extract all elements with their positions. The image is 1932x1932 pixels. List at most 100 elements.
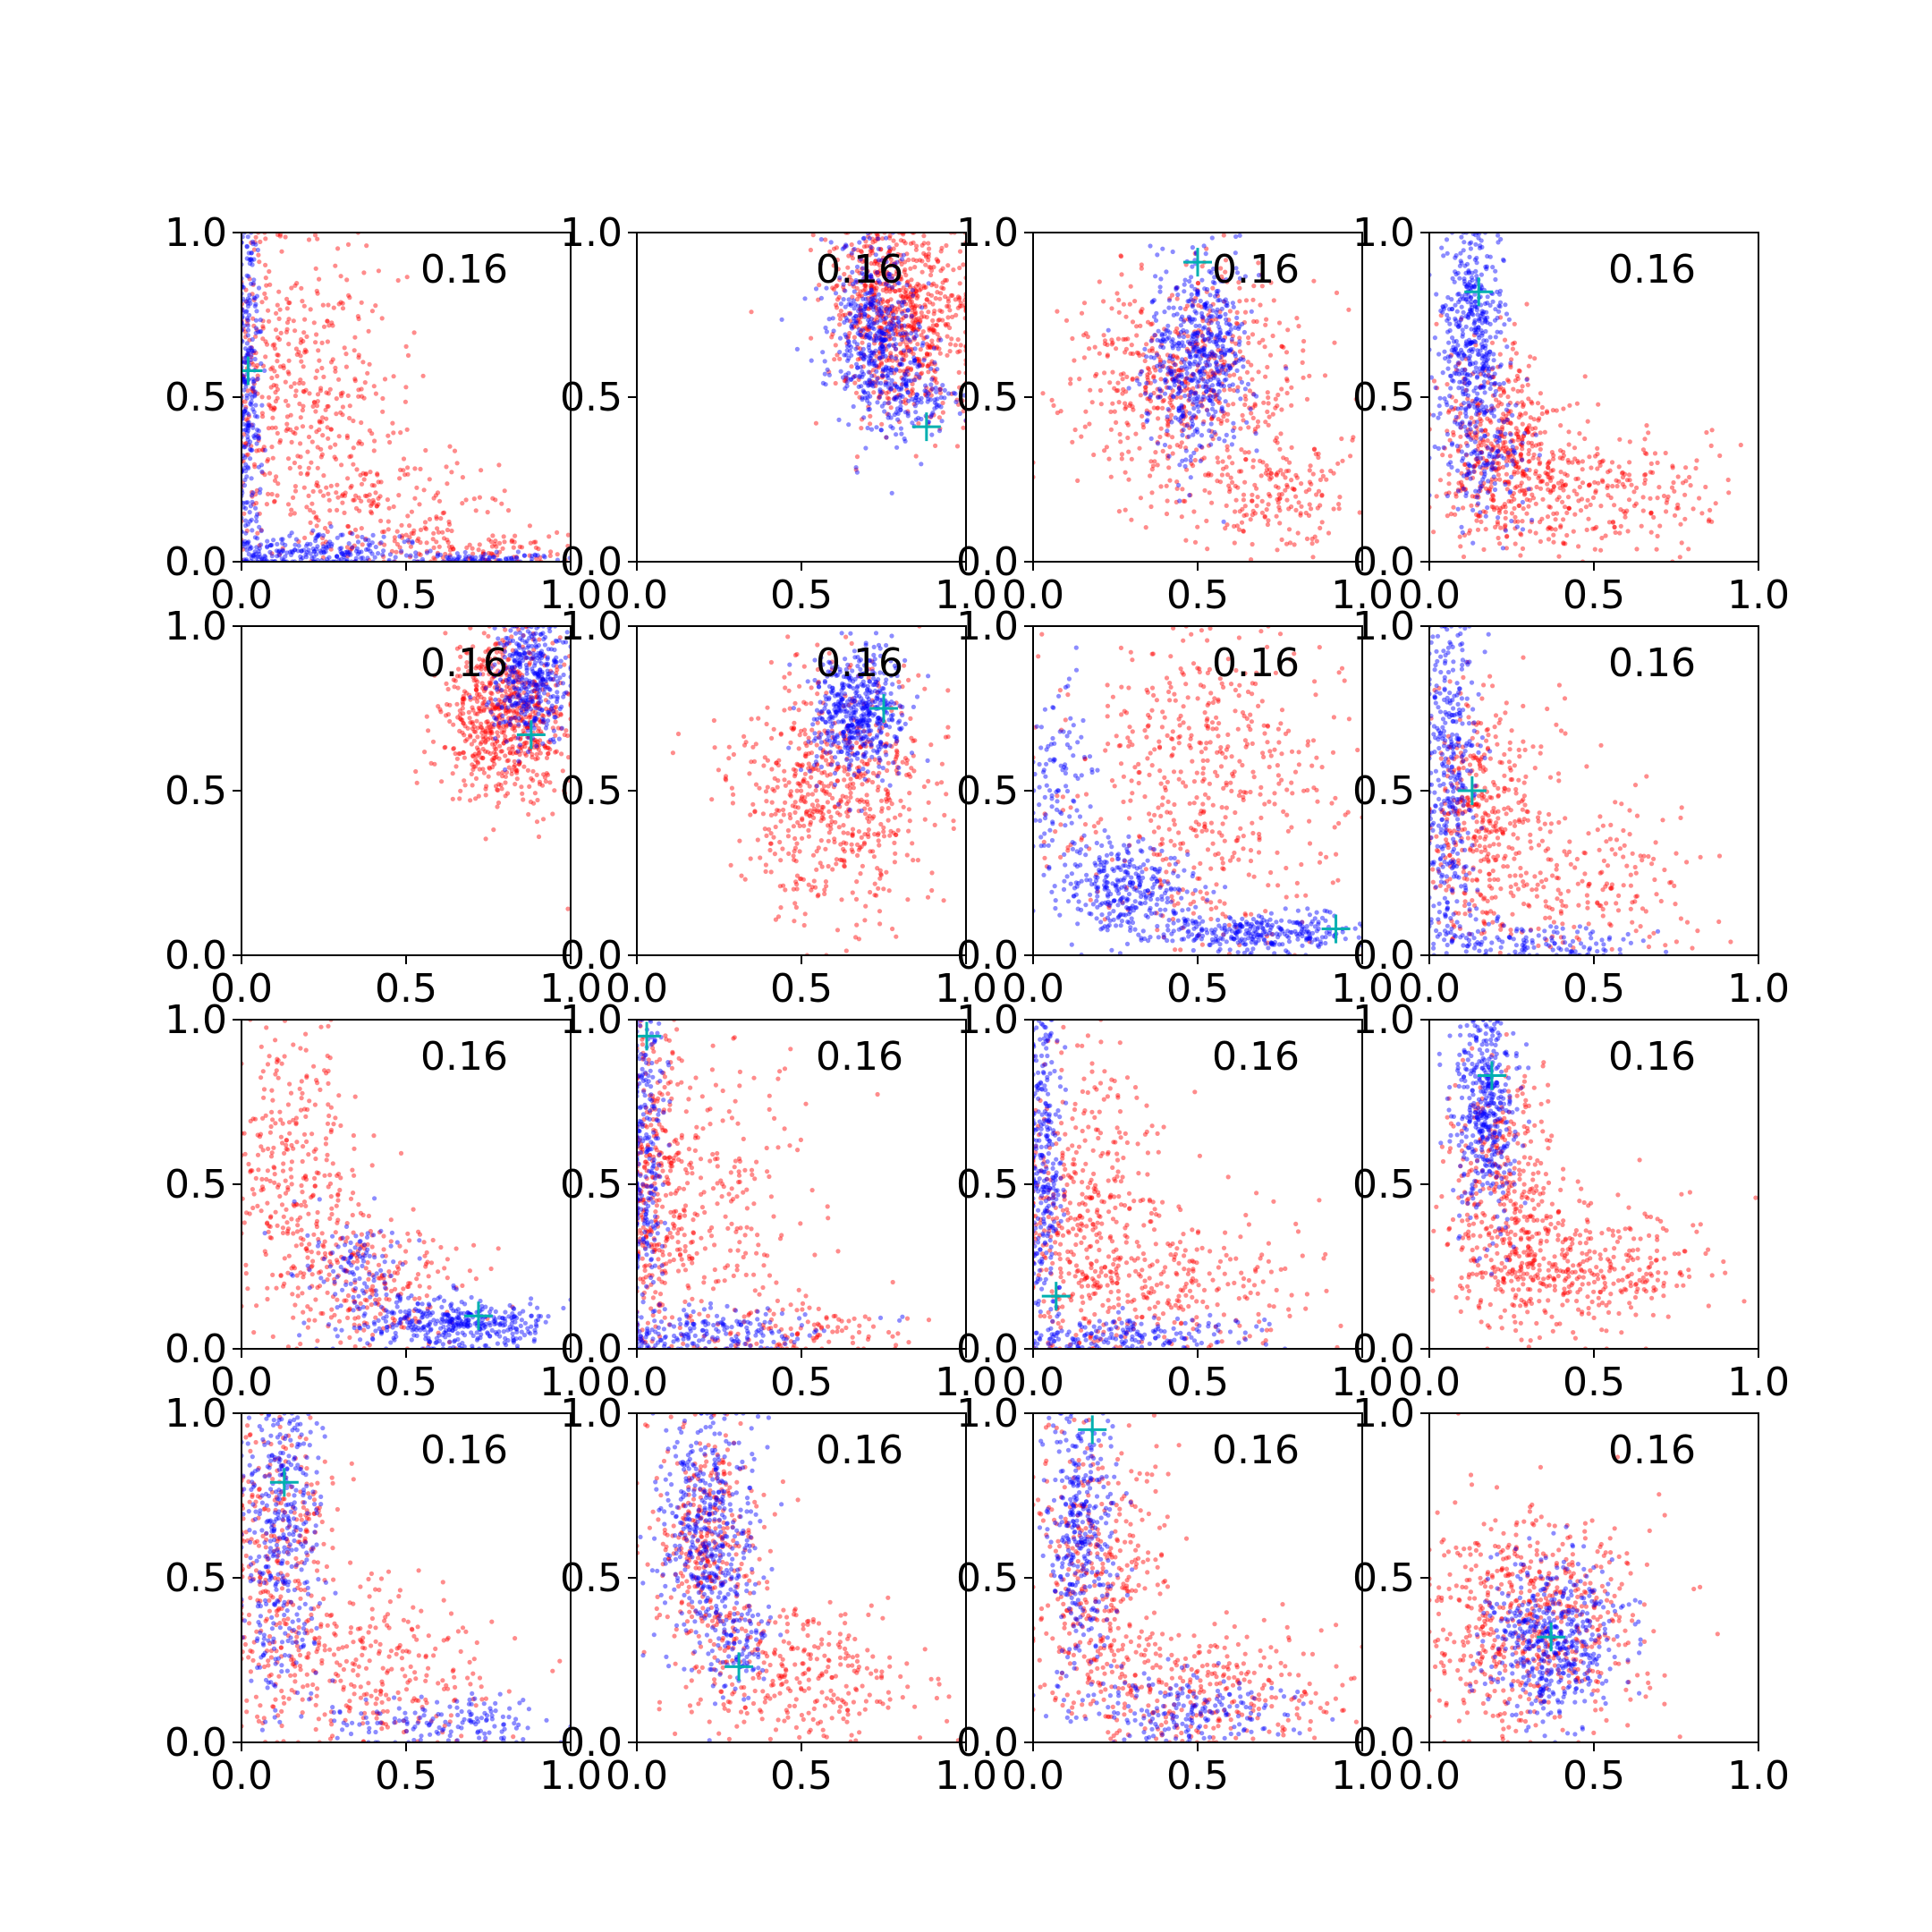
red-point xyxy=(1164,483,1169,488)
red-point xyxy=(885,274,891,279)
red-point xyxy=(379,316,385,321)
red-point xyxy=(1538,538,1543,545)
blue-point xyxy=(252,549,258,555)
blue-point xyxy=(892,323,897,328)
red-point xyxy=(925,363,930,369)
blue-point xyxy=(321,549,326,555)
red-point xyxy=(857,312,862,318)
red-point xyxy=(1274,471,1279,477)
red-point xyxy=(391,504,396,510)
blue-point xyxy=(875,319,880,326)
red-point xyxy=(892,282,898,287)
blue-point xyxy=(1166,298,1172,303)
red-point xyxy=(957,349,962,354)
red-point xyxy=(1530,496,1537,501)
blue-point xyxy=(1251,392,1257,397)
blue-point xyxy=(936,428,943,434)
red-point xyxy=(880,316,886,321)
red-point xyxy=(1640,447,1646,453)
red-point xyxy=(1160,448,1165,453)
blue-point xyxy=(248,401,253,406)
blue-point xyxy=(242,500,246,505)
red-point xyxy=(1544,409,1550,414)
red-point xyxy=(286,342,292,347)
blue-point xyxy=(1186,434,1191,439)
blue-point xyxy=(509,555,514,561)
red-point xyxy=(1518,452,1523,457)
blue-point xyxy=(903,380,909,386)
red-point xyxy=(1469,415,1474,420)
red-point xyxy=(1634,547,1640,552)
red-point xyxy=(418,552,423,557)
red-point xyxy=(1170,451,1175,456)
red-point xyxy=(313,340,318,345)
blue-point xyxy=(871,360,877,366)
red-point xyxy=(490,533,496,538)
red-point xyxy=(309,501,315,506)
red-point xyxy=(1520,446,1525,452)
red-point xyxy=(1292,542,1297,547)
blue-point xyxy=(876,246,881,251)
blue-point xyxy=(368,548,373,554)
red-point xyxy=(863,332,869,337)
red-point xyxy=(301,485,307,490)
red-point xyxy=(1312,534,1318,539)
red-point xyxy=(352,543,357,548)
red-point xyxy=(356,387,361,393)
red-point xyxy=(277,307,283,312)
blue-point xyxy=(251,348,257,353)
red-point xyxy=(285,402,291,408)
red-point xyxy=(443,551,448,557)
blue-point xyxy=(906,378,911,384)
red-point xyxy=(344,554,351,559)
red-point xyxy=(1149,321,1155,326)
red-point xyxy=(302,350,308,355)
red-point xyxy=(1274,472,1279,478)
red-point xyxy=(1185,334,1191,339)
red-point xyxy=(382,529,387,535)
red-point xyxy=(1250,498,1255,504)
red-point xyxy=(1178,394,1183,400)
blue-point xyxy=(1196,409,1201,414)
red-point xyxy=(885,299,891,304)
blue-point xyxy=(886,365,892,370)
red-point xyxy=(488,538,494,545)
red-point xyxy=(1156,405,1161,411)
blue-point xyxy=(843,242,849,248)
blue-point xyxy=(337,546,343,552)
red-point xyxy=(924,351,929,356)
red-point xyxy=(356,355,361,360)
red-point xyxy=(1340,458,1345,463)
blue-point xyxy=(1214,342,1219,347)
red-point xyxy=(896,301,902,306)
blue-point xyxy=(912,346,918,352)
blue-point xyxy=(246,411,251,417)
blue-point xyxy=(1164,269,1169,275)
red-point xyxy=(293,346,299,352)
blue-point xyxy=(871,298,877,303)
blue-point xyxy=(932,400,937,405)
red-point xyxy=(1068,377,1073,382)
blue-point xyxy=(855,365,860,370)
red-point xyxy=(903,294,909,300)
red-point xyxy=(367,557,372,562)
blue-point xyxy=(857,373,862,378)
red-point xyxy=(1227,309,1233,314)
red-point xyxy=(1195,363,1200,369)
red-point xyxy=(900,294,905,300)
red-point xyxy=(1221,362,1226,368)
blue-point xyxy=(258,556,265,562)
red-point xyxy=(1657,523,1663,529)
red-point xyxy=(853,390,860,395)
blue-point xyxy=(1187,299,1192,304)
red-point xyxy=(444,464,449,470)
red-point xyxy=(275,373,280,379)
blue-point xyxy=(1210,370,1216,376)
blue-point xyxy=(242,284,246,290)
blue-point xyxy=(875,400,880,405)
red-point xyxy=(1195,368,1200,373)
blue-point xyxy=(513,555,519,560)
red-point xyxy=(1185,381,1191,386)
red-point xyxy=(865,268,870,274)
red-point xyxy=(1589,465,1594,470)
